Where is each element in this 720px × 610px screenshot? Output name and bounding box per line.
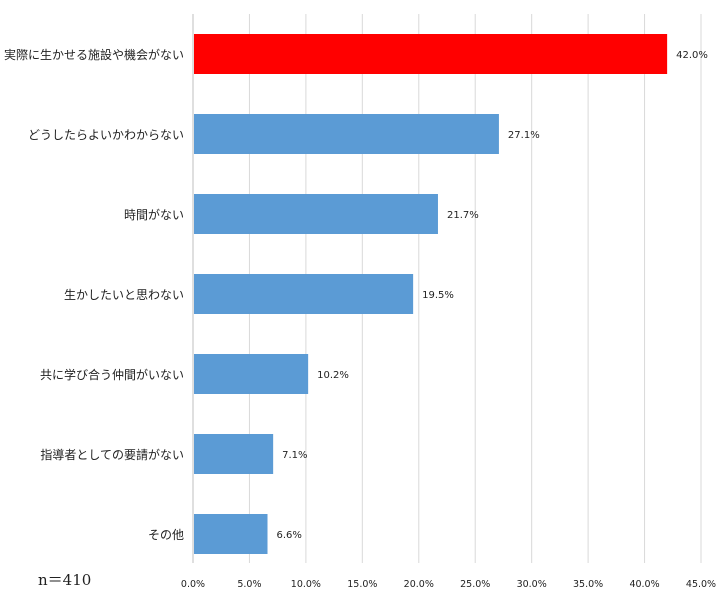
data-label: 21.7% bbox=[447, 210, 479, 221]
data-label: 10.2% bbox=[317, 370, 349, 381]
x-tick-label: 20.0% bbox=[404, 579, 434, 590]
x-tick-labels: 0.0% 5.0% 10.0% 15.0% 20.0% 25.0% 30.0% 35.0% 40… bbox=[181, 579, 716, 590]
data-label: 6.6% bbox=[277, 530, 302, 541]
gridlines bbox=[192, 14, 702, 563]
bar bbox=[194, 274, 414, 314]
x-tick-label: 5.0% bbox=[237, 579, 261, 590]
category-label: 時間がない bbox=[124, 207, 184, 222]
x-tick-label: 0.0% bbox=[181, 579, 205, 590]
category-labels: 実際に生かせる施設や機会がないどうしたらよいかわからない時間がない生かしたいと思… bbox=[4, 47, 184, 542]
data-label: 42.0% bbox=[676, 50, 708, 61]
data-label: 19.5% bbox=[422, 290, 454, 301]
bar bbox=[194, 514, 268, 554]
x-tick-label: 45.0% bbox=[686, 579, 716, 590]
bars bbox=[194, 34, 668, 554]
data-label: 7.1% bbox=[282, 450, 307, 461]
x-tick-label: 25.0% bbox=[460, 579, 490, 590]
x-tick-label: 40.0% bbox=[629, 579, 659, 590]
bar bbox=[194, 434, 274, 474]
x-tick-label: 35.0% bbox=[573, 579, 603, 590]
category-label: 生かしたいと思わない bbox=[64, 288, 184, 302]
data-labels: 42.0% 27.1% 21.7% 19.5% 10.2% 7.1% 6.6% bbox=[277, 50, 708, 541]
bar bbox=[194, 114, 499, 154]
bar bbox=[194, 354, 309, 394]
category-label: 指導者としての要請がない bbox=[40, 447, 184, 462]
x-tick-label: 30.0% bbox=[517, 579, 547, 590]
bar bbox=[194, 194, 438, 234]
sample-size-note: n＝410 bbox=[38, 571, 92, 589]
x-tick-label: 10.0% bbox=[291, 579, 321, 590]
x-tick-label: 15.0% bbox=[347, 579, 377, 590]
data-label: 27.1% bbox=[508, 130, 540, 141]
bar bbox=[194, 34, 668, 74]
category-label: 共に学び合う仲間がいない bbox=[40, 367, 184, 382]
category-label: その他 bbox=[148, 528, 184, 542]
category-label: どうしたらよいかわからない bbox=[28, 128, 184, 142]
category-label: 実際に生かせる施設や機会がない bbox=[4, 47, 184, 62]
